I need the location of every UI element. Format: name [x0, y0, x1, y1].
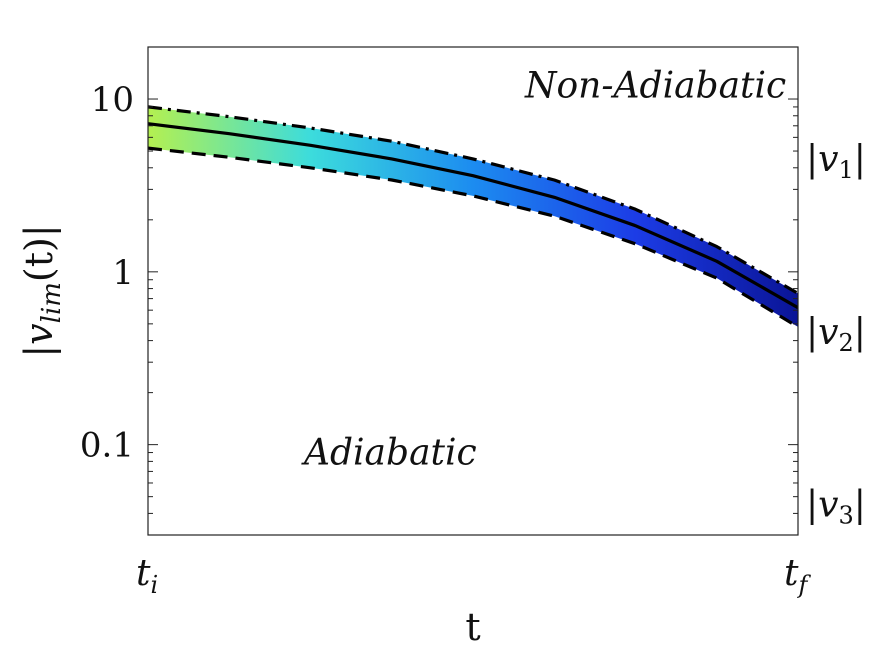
labels-layer: 10 1 0.1 ti tf |v1| |v2| |v3| Non-Adiabatic Adiab… — [17, 65, 866, 649]
right-label-v3: |v3| — [806, 485, 866, 530]
adiabatic-band — [148, 106, 798, 327]
x-tick-label: ti — [136, 553, 158, 599]
right-label-v2: |v2| — [806, 312, 866, 357]
right-label-v1: |v1| — [806, 139, 866, 184]
region-annotation-0: Non-Adiabatic — [524, 65, 786, 106]
y-tick-label: 0.1 — [80, 426, 134, 466]
y-axis-title: |vlim(t)| — [17, 224, 67, 357]
series-line-dashed — [148, 146, 798, 329]
series-line-dash-dot — [148, 105, 798, 295]
lines-layer — [148, 105, 798, 329]
y-tick-label: 10 — [91, 80, 134, 120]
region-annotation-1: Adiabatic — [301, 433, 477, 474]
plot-frame — [147, 46, 799, 536]
x-axis-title: t — [465, 605, 480, 649]
ticks-layer — [148, 46, 798, 536]
series-line-solid — [148, 122, 798, 310]
x-tick-label: tf — [784, 553, 811, 599]
y-tick-label: 1 — [112, 253, 134, 293]
band-layer — [148, 106, 798, 327]
